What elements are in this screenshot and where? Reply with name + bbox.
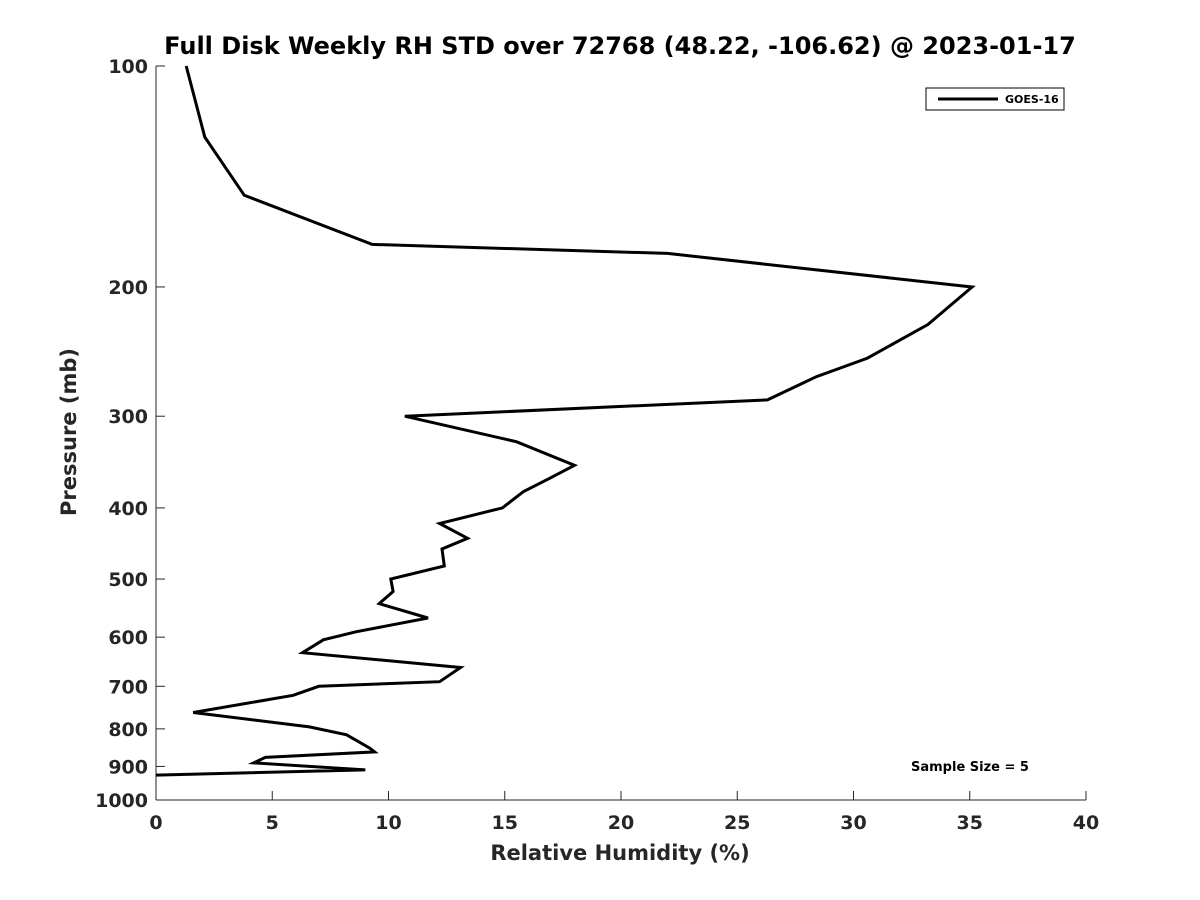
y-tick-label: 300 — [108, 406, 148, 428]
y-tick-label: 700 — [108, 676, 148, 698]
x-tick-label: 40 — [1073, 812, 1099, 834]
y-tick-label: 1000 — [95, 790, 148, 812]
y-tick-label: 600 — [108, 627, 148, 649]
x-tick-label: 25 — [724, 812, 750, 834]
chart-title: Full Disk Weekly RH STD over 72768 (48.2… — [164, 32, 1076, 60]
x-axis-label: Relative Humidity (%) — [490, 841, 749, 865]
sample-size-annotation: Sample Size = 5 — [911, 760, 1029, 775]
y-tick-label: 200 — [108, 277, 148, 299]
y-tick-label: 900 — [108, 756, 148, 778]
y-tick-label: 500 — [108, 569, 148, 591]
series-line-goes-16 — [155, 65, 976, 777]
x-tick-label: 5 — [266, 812, 279, 834]
legend: GOES-16 — [925, 87, 1065, 111]
series-layer — [155, 65, 976, 777]
legend-label-goes-16: GOES-16 — [1005, 93, 1059, 106]
y-tick-label: 100 — [108, 56, 148, 78]
x-tick-label: 20 — [608, 812, 634, 834]
x-tick-label: 35 — [957, 812, 983, 834]
x-tick-label: 30 — [840, 812, 866, 834]
x-tick-label: 10 — [375, 812, 401, 834]
y-tick-label: 800 — [108, 719, 148, 741]
plot-axes: 0 5 10 15 20 25 30 35 40 100 200 300 400 500 600 700 800… — [95, 56, 1099, 834]
y-axis-label: Pressure (mb) — [57, 348, 81, 516]
x-tick-label: 0 — [149, 812, 162, 834]
x-tick-label: 15 — [492, 812, 518, 834]
y-tick-label: 400 — [108, 498, 148, 520]
